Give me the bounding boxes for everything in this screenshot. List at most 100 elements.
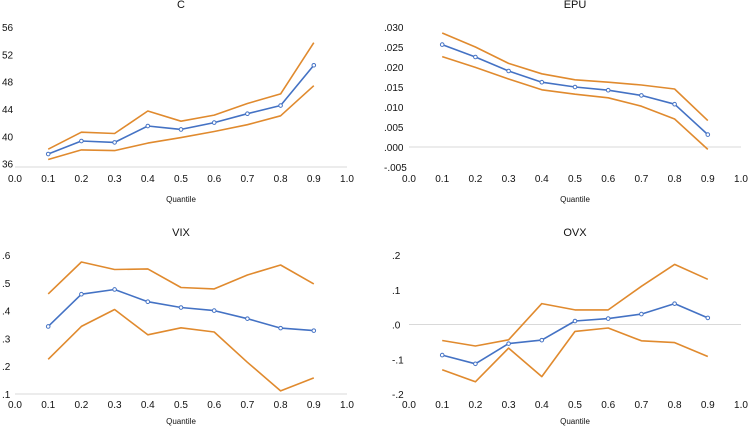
c-y-tick-label: 44 — [2, 105, 14, 116]
epu-x-tick-label: 0.0 — [402, 174, 416, 185]
c-estimate-point — [278, 103, 283, 108]
epu-x-tick-label: 0.9 — [701, 174, 715, 185]
epu-lower-line — [441, 55, 709, 150]
ovx-x-tick-label: 0.0 — [402, 400, 416, 411]
c-estimate-line — [47, 64, 315, 155]
epu-estimate-point — [473, 54, 478, 60]
vix-y-tick-label: .2 — [2, 362, 11, 373]
ovx-y-tick-label: -.2 — [392, 390, 404, 401]
epu-x-tick-label: 0.4 — [535, 174, 549, 185]
epu-y-tick-label: .025 — [384, 43, 404, 54]
epu-x-axis-label: Quantile — [560, 195, 590, 204]
vix-x-axis-label: Quantile — [166, 417, 196, 426]
c-x-tick-label: 0.8 — [274, 174, 288, 185]
c-estimate-point — [245, 111, 250, 117]
epu-estimate-point — [672, 101, 677, 107]
ovx-estimate-point — [605, 316, 611, 321]
c-estimate-point — [45, 151, 51, 157]
ovx-x-tick-label: 0.7 — [634, 400, 648, 411]
ovx-x-tick-label: 0.4 — [535, 400, 549, 411]
epu-y-tick-label: .005 — [384, 123, 404, 134]
vix-x-tick-label: 0.3 — [108, 400, 122, 411]
c-x-tick-label: 0.9 — [307, 174, 321, 185]
c-x-tick-label: 0.0 — [8, 174, 22, 185]
ovx-lower-line — [441, 327, 709, 383]
vix-chart-title: VIX — [172, 227, 190, 239]
vix-x-tick-label: 1.0 — [340, 400, 354, 411]
c-x-tick-label: 1.0 — [340, 174, 354, 185]
panel-c: C 36 40 44 48 52 56 0.0 0.1 0.2 0.3 0.4 0.5 0.6 0.7 0.8… — [2, 0, 354, 204]
vix-estimate-point — [145, 299, 151, 305]
epu-estimate-point — [539, 79, 545, 85]
c-x-tick-label: 0.2 — [74, 174, 88, 185]
vix-y-tick-label: .6 — [2, 251, 11, 262]
ovx-estimate-point — [539, 337, 545, 343]
epu-x-tick-label: 0.6 — [601, 174, 615, 185]
ovx-x-axis-label: Quantile — [560, 417, 590, 426]
vix-upper-line — [47, 261, 315, 295]
vix-x-tick-label: 0.4 — [141, 400, 155, 411]
ovx-y-tick-label: .2 — [392, 251, 401, 262]
epu-y-tick-label: -.005 — [384, 163, 407, 174]
epu-y-tick-label: .015 — [384, 83, 404, 94]
epu-x-tick-label: 0.2 — [468, 174, 482, 185]
ovx-x-tick-label: 0.5 — [568, 400, 582, 411]
ovx-y-tick-label: .0 — [392, 321, 401, 332]
vix-x-tick-label: 0.2 — [74, 400, 88, 411]
epu-y-tick-label: .000 — [384, 143, 404, 154]
vix-estimate-point — [245, 316, 250, 321]
ovx-x-tick-label: 0.3 — [502, 400, 516, 411]
vix-x-tick-label: 0.0 — [8, 400, 22, 411]
ovx-chart-title: OVX — [563, 227, 587, 239]
epu-chart-title: EPU — [564, 0, 587, 11]
vix-estimate-point — [45, 324, 51, 329]
epu-estimate-point — [506, 68, 511, 74]
c-lower-line — [47, 85, 315, 161]
epu-upper-line — [441, 32, 709, 122]
ovx-x-tick-label: 0.2 — [468, 400, 482, 411]
ovx-estimate-line — [441, 302, 709, 365]
vix-y-tick-label: .4 — [2, 307, 11, 318]
vix-y-tick-label: .3 — [2, 334, 11, 345]
panel-ovx: OVX .2 .1 .0 -.1 -.20.0 0.1 0.2 0.3 0.4 0.5 0.6 0.7 0… — [392, 227, 748, 426]
c-y-tick-label: 56 — [2, 23, 14, 34]
epu-y-tick-label: .010 — [384, 103, 404, 114]
epu-x-tick-label: 0.3 — [502, 174, 516, 185]
panel-vix: VIX .1 .2 .3 .4 .5 .6 0.0 0.1 0.2 0.3 0.4 0.5 0.6 0.7 0… — [2, 227, 354, 426]
epu-estimate-point — [639, 93, 644, 98]
epu-y-tick-label: .030 — [384, 23, 404, 34]
vix-lower-line — [47, 308, 315, 392]
epu-estimate-point — [605, 87, 611, 93]
ovx-estimate-point — [506, 341, 511, 346]
ovx-estimate-point — [639, 311, 644, 317]
epu-x-tick-label: 0.1 — [435, 174, 449, 185]
ovx-estimate-point — [672, 301, 677, 306]
vix-estimate-point — [79, 291, 84, 297]
ovx-upper-line — [442, 263, 709, 347]
vix-estimate-point — [278, 325, 283, 331]
ovx-y-tick-label: -.1 — [392, 355, 404, 366]
ovx-x-tick-label: 0.9 — [701, 400, 715, 411]
ovx-y-tick-label: .1 — [392, 286, 401, 297]
epu-x-tick-label: 1.0 — [734, 174, 748, 185]
vix-x-tick-label: 0.6 — [207, 400, 221, 411]
c-estimate-point — [178, 127, 184, 132]
epu-y-tick-label: .020 — [384, 63, 404, 74]
epu-estimate-point — [572, 84, 578, 90]
vix-estimate-point — [211, 308, 217, 313]
vix-x-tick-label: 0.7 — [240, 400, 254, 411]
vix-estimate-line — [47, 288, 314, 332]
c-estimate-point — [112, 140, 117, 145]
c-estimate-point — [145, 123, 151, 129]
c-y-tick-label: 40 — [2, 132, 14, 143]
ovx-x-tick-label: 1.0 — [734, 400, 748, 411]
epu-x-tick-label: 0.5 — [568, 174, 582, 185]
c-x-axis-label: Quantile — [166, 195, 196, 204]
epu-estimate-line — [441, 43, 709, 136]
c-chart-title: C — [177, 0, 185, 11]
vix-x-tick-label: 0.8 — [274, 400, 288, 411]
vix-x-tick-label: 0.5 — [174, 400, 188, 411]
vix-estimate-point — [311, 328, 317, 333]
